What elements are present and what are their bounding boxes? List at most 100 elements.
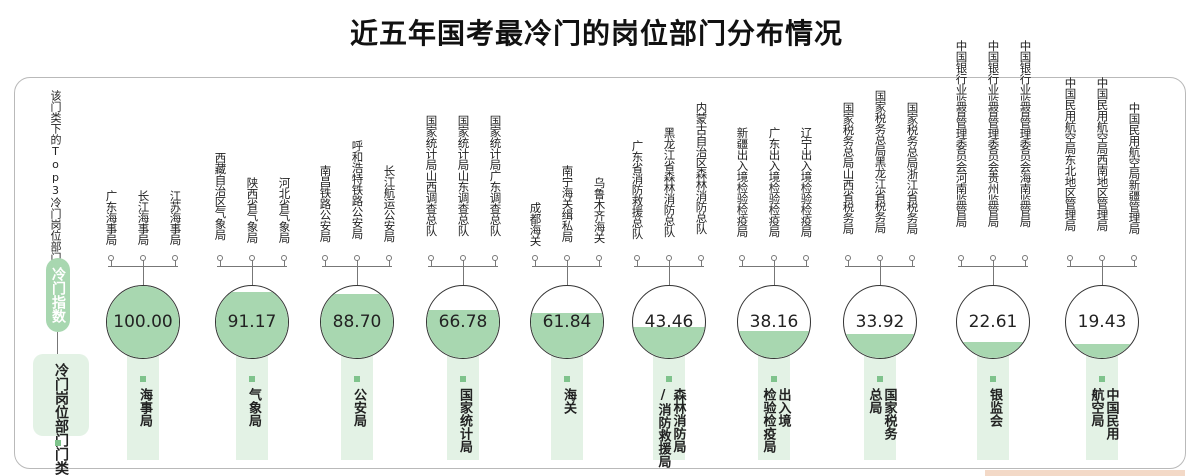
value-circle: 61.84 [530, 285, 604, 359]
bracket-tick [1134, 260, 1136, 266]
bracket-tick [880, 260, 882, 266]
value-fill [531, 313, 603, 358]
post-label: 中国民用航空局新疆管理局 [1127, 102, 1142, 234]
post-label: 呼和浩特铁路公安局 [350, 139, 365, 239]
category-label: 海关 [561, 388, 576, 414]
category-label: 总局 [866, 388, 882, 414]
category-marker [564, 376, 570, 382]
post-label: 长江海事局 [136, 189, 151, 245]
category-label: 国家统计局 [457, 388, 472, 453]
post-label: 西藏自治区气象局 [213, 152, 228, 240]
value-circle: 33.92 [843, 285, 917, 359]
bracket-tick [535, 260, 537, 266]
chart-panel [14, 77, 1186, 469]
bracket-tick [389, 260, 391, 266]
bracket-tick [175, 260, 177, 266]
value-fill [633, 326, 705, 358]
value-circle: 91.17 [215, 285, 289, 359]
bracket-tick [357, 260, 359, 266]
legend-marker [55, 440, 61, 446]
category-label: 气象局 [246, 388, 261, 427]
category-label: 检验检疫局 [760, 388, 776, 453]
value-label: 88.70 [332, 312, 382, 332]
post-label: 广东出入境检验检疫局 [767, 127, 782, 237]
index-label: 冷门指数 [50, 267, 66, 323]
bracket-tick [637, 260, 639, 266]
value-label: 33.92 [855, 312, 905, 332]
post-label: 中国银行业监督管理委员会贵州监管局 [986, 39, 1001, 227]
category-label: 银监会 [987, 388, 1002, 427]
category-marker [1099, 376, 1105, 382]
value-fill [957, 341, 1029, 358]
category-marker [140, 376, 146, 382]
value-fill [107, 286, 179, 358]
bracket-tick [284, 260, 286, 266]
post-label: 南宁海关缉私局 [560, 164, 575, 242]
value-label: 91.17 [227, 312, 277, 332]
value-circle: 66.78 [426, 285, 500, 359]
post-label: 广东海事局 [104, 189, 119, 245]
value-label: 100.00 [113, 312, 173, 332]
bracket-connector [143, 266, 145, 285]
value-fill [321, 294, 393, 358]
post-label: 中国民用航空局西南地区管理局 [1095, 77, 1110, 231]
post-label: 河北省气象局 [277, 177, 292, 243]
category-label: 出入境 [775, 388, 791, 427]
category-marker [354, 376, 360, 382]
value-circle: 22.61 [956, 285, 1030, 359]
post-label: 乌鲁木齐海关 [592, 177, 607, 243]
post-label: 中国银行业监督管理委员会海南监管局 [1018, 39, 1033, 227]
bracket-tick [806, 260, 808, 266]
post-label: 国家税务总局黑龙江省税务局 [873, 89, 888, 233]
category-label: 冷门岗位部门门类 [53, 363, 69, 475]
value-circle: 43.46 [632, 285, 706, 359]
bracket-connector [774, 266, 776, 285]
bracket-tick [111, 260, 113, 266]
category-label: 国家税务 [881, 388, 897, 440]
bracket-tick [774, 260, 776, 266]
bracket-tick [567, 260, 569, 266]
legend-connector [57, 332, 59, 354]
bracket-tick [961, 260, 963, 266]
value-fill [427, 309, 499, 358]
bracket-tick [220, 260, 222, 266]
category-marker [460, 376, 466, 382]
category-marker [666, 376, 672, 382]
value-label: 66.78 [438, 312, 488, 332]
value-fill [1066, 344, 1138, 358]
category-label-pill: 冷门岗位部门门类 [33, 354, 89, 475]
annotation-label: 该门类下的Top3冷门岗位部门名称 [49, 90, 62, 285]
post-label: 长江航运公安局 [382, 164, 397, 242]
bracket-tick [848, 260, 850, 266]
value-label: 22.61 [968, 312, 1018, 332]
bracket-tick [495, 260, 497, 266]
index-label-pill: 冷门指数 [46, 258, 70, 332]
decorative-bar [985, 470, 1185, 476]
post-label: 国家统计局广东调查总队 [488, 114, 503, 236]
bracket-tick [1025, 260, 1027, 266]
value-circle: 19.43 [1065, 285, 1139, 359]
post-label: 黑龙江省森林消防总队 [662, 127, 677, 237]
bracket-connector [463, 266, 465, 285]
value-fill [738, 330, 810, 358]
value-label: 61.84 [542, 312, 592, 332]
category-marker [249, 376, 255, 382]
bracket-tick [325, 260, 327, 266]
category-label: 公安局 [351, 388, 366, 427]
bracket-tick [463, 260, 465, 266]
bracket-connector [1102, 266, 1104, 285]
post-label: 国家税务总局山西省税务局 [841, 102, 856, 234]
bracket-connector [357, 266, 359, 285]
bracket-tick [701, 260, 703, 266]
bracket-tick [912, 260, 914, 266]
post-label: 陕西省气象局 [245, 177, 260, 243]
post-label: 广东省消防救援总队 [630, 139, 645, 239]
post-label: 国家统计局山西调查总队 [424, 114, 439, 236]
chart-title: 近五年国考最冷门的岗位部门分布情况 [349, 17, 843, 50]
bracket-connector [252, 266, 254, 285]
value-label: 38.16 [749, 312, 799, 332]
post-label: 辽宁出入境检验检疫局 [799, 127, 814, 237]
value-circle: 88.70 [320, 285, 394, 359]
category-label: 航空局 [1088, 388, 1104, 427]
post-label: 中国民用航空局东北地区管理局 [1063, 77, 1078, 231]
